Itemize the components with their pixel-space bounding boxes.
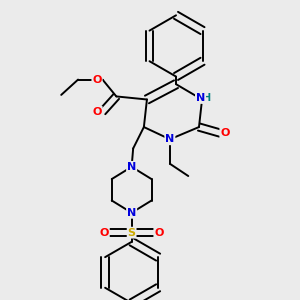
Text: O: O	[220, 128, 230, 138]
Text: N: N	[165, 134, 175, 144]
Text: S: S	[128, 228, 136, 238]
Text: O: O	[154, 228, 164, 238]
Text: H: H	[202, 93, 211, 103]
Text: O: O	[92, 75, 102, 85]
Text: N: N	[127, 162, 136, 172]
Text: N: N	[127, 208, 136, 218]
Text: O: O	[99, 228, 109, 238]
Text: O: O	[92, 107, 102, 117]
Text: N: N	[196, 93, 205, 103]
